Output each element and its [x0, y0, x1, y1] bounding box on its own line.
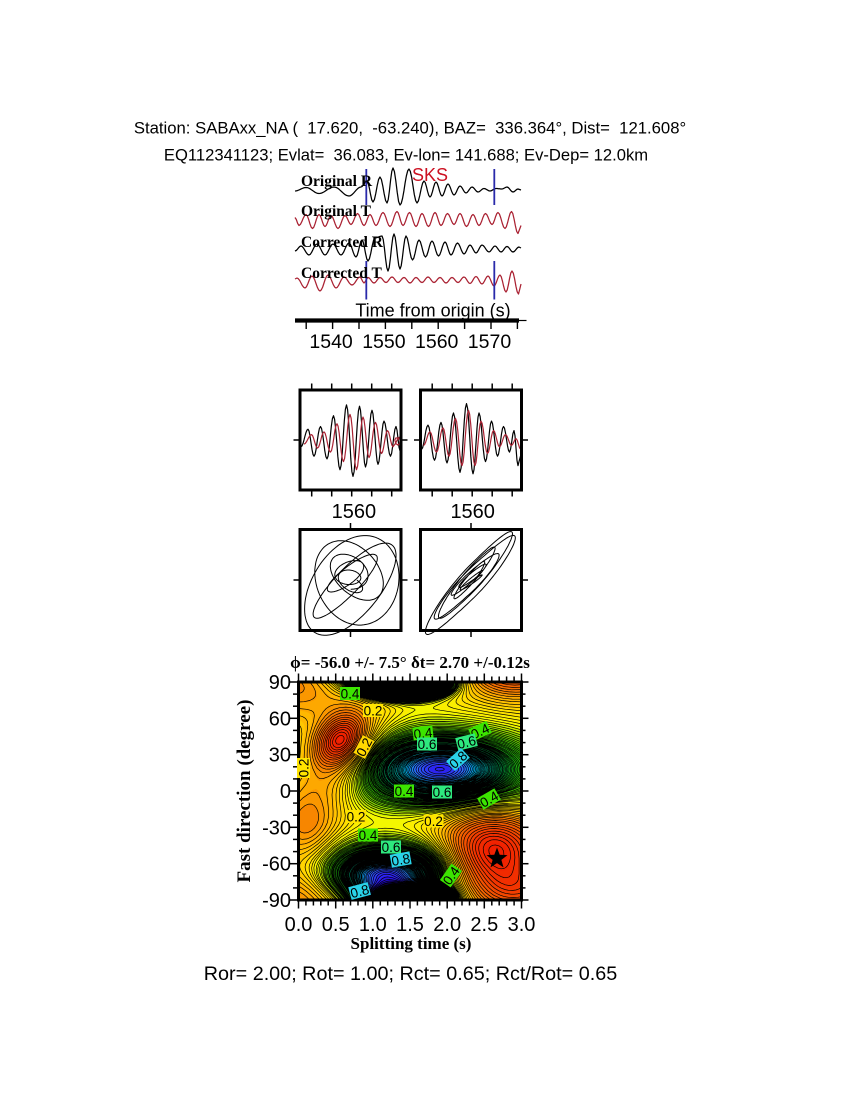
- svg-text:-60: -60: [262, 854, 291, 876]
- svg-text:Time from origin (s): Time from origin (s): [355, 301, 510, 321]
- svg-text:1560: 1560: [450, 501, 495, 523]
- svg-text:0.6: 0.6: [433, 785, 452, 800]
- svg-text:Fast direction (degree): Fast direction (degree): [234, 700, 255, 883]
- svg-text:0.8: 0.8: [349, 882, 371, 901]
- svg-text:1.0: 1.0: [359, 914, 387, 936]
- svg-text:30: 30: [269, 745, 291, 767]
- svg-text:Corrected R: Corrected R: [301, 234, 384, 251]
- svg-text:1570: 1570: [468, 331, 512, 353]
- svg-text:0.6: 0.6: [382, 840, 401, 855]
- svg-text:0.2: 0.2: [297, 759, 312, 778]
- svg-text:0.4: 0.4: [341, 687, 360, 702]
- svg-text:1560: 1560: [332, 501, 377, 523]
- svg-text:Station: SABAxx_NA ( 17.620,: Station: SABAxx_NA ( 17.620, -63.240), B…: [134, 119, 686, 138]
- svg-text:Corrected T: Corrected T: [301, 265, 382, 282]
- svg-text:-30: -30: [262, 817, 291, 839]
- svg-text:SKS: SKS: [412, 165, 448, 185]
- svg-text:0.5: 0.5: [322, 914, 350, 936]
- svg-text:0.4: 0.4: [359, 828, 378, 843]
- svg-text:90: 90: [269, 672, 291, 694]
- svg-text:Ror= 2.00; Rot= 1.00; Rct= 0.6: Ror= 2.00; Rot= 1.00; Rct= 0.65; Rct/Rot…: [204, 963, 617, 985]
- svg-text:0.6: 0.6: [456, 733, 478, 752]
- svg-text:0.2: 0.2: [364, 704, 383, 719]
- svg-text:1560: 1560: [415, 331, 459, 353]
- svg-text:0.2: 0.2: [347, 810, 366, 825]
- svg-text:0.8: 0.8: [390, 851, 411, 869]
- svg-text:3.0: 3.0: [508, 914, 536, 936]
- svg-text:0.6: 0.6: [418, 737, 437, 752]
- svg-text:2.0: 2.0: [433, 914, 461, 936]
- svg-text:1550: 1550: [362, 331, 406, 353]
- svg-text:0.0: 0.0: [285, 914, 313, 936]
- svg-text:0: 0: [280, 781, 291, 803]
- svg-text:0.2: 0.2: [424, 814, 443, 829]
- svg-text:1.5: 1.5: [396, 914, 424, 936]
- svg-text:1540: 1540: [309, 331, 353, 353]
- svg-text:Splitting time (s): Splitting time (s): [351, 934, 472, 953]
- svg-text:2.5: 2.5: [470, 914, 498, 936]
- svg-text:Original R: Original R: [301, 173, 373, 190]
- svg-text:ϕ= -56.0 +/- 7.5° δt= 2.70 +/-: ϕ= -56.0 +/- 7.5° δt= 2.70 +/-0.12s: [290, 653, 530, 672]
- svg-text:-90: -90: [262, 890, 291, 912]
- svg-text:EQ112341123; Evlat= 36.083, E: EQ112341123; Evlat= 36.083, Ev-lon= 141.…: [164, 146, 648, 165]
- svg-text:60: 60: [269, 708, 291, 730]
- svg-text:0.4: 0.4: [395, 784, 414, 799]
- svg-text:Original T: Original T: [301, 203, 372, 220]
